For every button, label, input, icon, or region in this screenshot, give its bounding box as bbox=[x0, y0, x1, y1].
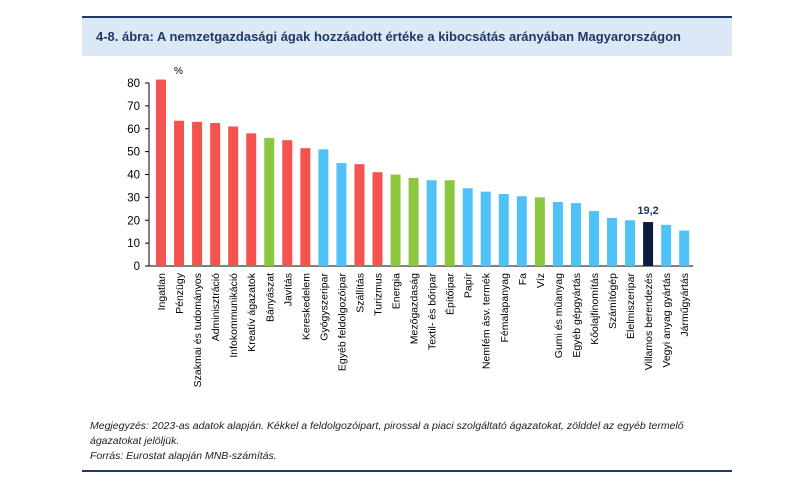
y-tick-label: 60 bbox=[127, 124, 140, 136]
y-tick-label: 0 bbox=[134, 261, 140, 273]
bar bbox=[588, 211, 599, 266]
bar bbox=[480, 191, 491, 266]
x-category-label: Gyógyszeripar bbox=[318, 273, 330, 341]
x-category-label: Víz bbox=[535, 273, 547, 288]
x-category-label: Mezőgazdaság bbox=[409, 273, 421, 344]
x-category-label: Papír bbox=[463, 273, 475, 299]
bar bbox=[661, 224, 672, 266]
bar bbox=[534, 197, 545, 266]
x-category-label: Villamos berendezés bbox=[643, 273, 655, 370]
source-text: Forrás: Eurostat alapján MNB-számítás. bbox=[90, 450, 277, 462]
bar bbox=[570, 203, 581, 266]
bar bbox=[372, 172, 383, 266]
bar bbox=[552, 201, 563, 266]
bar bbox=[174, 120, 185, 267]
x-category-label: Egyéb gépgyártás bbox=[571, 273, 583, 358]
bar bbox=[444, 180, 455, 266]
y-tick-label: 70 bbox=[127, 101, 140, 113]
x-category-label: Turizmus bbox=[373, 273, 385, 316]
bar bbox=[426, 180, 437, 266]
bar bbox=[156, 79, 167, 266]
y-tick-label: 10 bbox=[127, 238, 140, 250]
bar-chart: 0 10 20 30 40 50 60 70 80% Ingatlan Pénzügy Szakmai… bbox=[127, 66, 694, 387]
bar bbox=[282, 140, 293, 266]
x-category-label: Kereskedelem bbox=[300, 273, 312, 340]
x-category-label: Textil- és bőripar bbox=[427, 273, 439, 351]
x-category-label: Kreatív ágazatok bbox=[246, 272, 258, 352]
x-category-label: Szakmai és tudományos bbox=[192, 273, 204, 387]
x-category-label: Élelmiszeripar bbox=[624, 273, 637, 339]
x-category-label: Fa bbox=[517, 273, 529, 285]
x-category-label: Pénzügy bbox=[174, 272, 186, 314]
x-category-label: Szállítás bbox=[354, 273, 366, 313]
x-category-label: Nemfém ásv. termék bbox=[481, 272, 493, 369]
bar bbox=[462, 188, 473, 266]
x-category-label: Gumi és műanyag bbox=[553, 273, 565, 358]
x-category-label: Javítás bbox=[282, 273, 294, 306]
y-tick-label: 30 bbox=[127, 192, 140, 204]
y-tick-label: 80 bbox=[127, 78, 140, 90]
x-category-label: Egyéb feldolgozóipar bbox=[336, 273, 348, 372]
note-text: Megjegyzés: 2023-as adatok alapján. Kékk… bbox=[90, 420, 684, 447]
x-category-label: Vegyi anyag gyártás bbox=[661, 273, 673, 368]
bottom-rule bbox=[82, 470, 732, 472]
x-category-label: Bányászat bbox=[264, 273, 276, 322]
bar bbox=[354, 164, 365, 266]
bar bbox=[264, 137, 275, 266]
figure-notes: Megjegyzés: 2023-as adatok alapján. Kékk… bbox=[90, 419, 730, 464]
data-label: 19,2 bbox=[637, 205, 658, 217]
bar bbox=[192, 121, 203, 266]
bar bbox=[498, 193, 509, 266]
y-tick-label: 40 bbox=[127, 170, 140, 182]
bar bbox=[625, 220, 636, 266]
x-category-label: Kőolajfinomítás bbox=[589, 273, 601, 345]
bar bbox=[643, 222, 654, 266]
bar bbox=[318, 149, 329, 266]
y-tick-label: 50 bbox=[127, 147, 140, 159]
figure-frame: 4-8. ábra: A nemzetgazdasági ágak hozzáa… bbox=[82, 10, 732, 472]
x-category-label: Adminisztráció bbox=[210, 273, 222, 341]
x-category-label: Fémalapanyag bbox=[499, 273, 511, 343]
bar bbox=[300, 148, 311, 266]
x-category-label: Számítógép bbox=[607, 273, 619, 329]
bar bbox=[336, 163, 347, 266]
bar bbox=[228, 126, 239, 267]
bar bbox=[210, 123, 221, 266]
bar bbox=[246, 133, 257, 266]
y-tick-label: 20 bbox=[127, 215, 140, 227]
bar bbox=[408, 177, 419, 266]
x-category-label: Járműgyártás bbox=[679, 273, 691, 337]
bar bbox=[516, 196, 527, 266]
figure-title-bar: 4-8. ábra: A nemzetgazdasági ágak hozzáa… bbox=[82, 16, 732, 56]
x-category-label: Ingatlan bbox=[156, 273, 168, 311]
figure-title: 4-8. ábra: A nemzetgazdasági ágak hozzáa… bbox=[96, 29, 681, 44]
x-category-label: Építőipar bbox=[444, 273, 457, 316]
x-category-label: Energia bbox=[391, 273, 403, 309]
bar bbox=[679, 230, 690, 266]
x-category-label: Infokommunikáció bbox=[228, 273, 240, 358]
bar bbox=[607, 217, 618, 266]
bar bbox=[390, 174, 401, 266]
y-unit-label: % bbox=[174, 66, 183, 77]
